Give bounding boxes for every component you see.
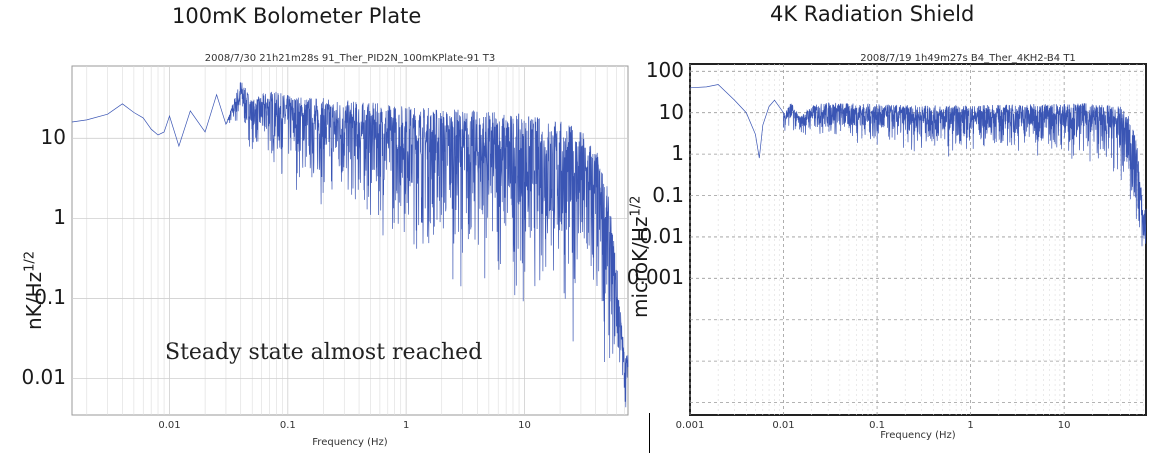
chart1-subtitle: 2008/7/30 21h21m28s 91_Ther_PID2N_100mKP… xyxy=(204,53,496,64)
chart2-xlabel: Frequency (Hz) xyxy=(880,430,956,441)
chart2-xtick-label: 0.1 xyxy=(869,420,886,431)
chart2-series-line xyxy=(689,84,1147,247)
chart1-series-line xyxy=(71,82,629,408)
chart2-ytick-label: 0.001 xyxy=(626,265,684,290)
chart1-ytick-label: 10 xyxy=(40,125,66,150)
chart2-xtick-label: 0.001 xyxy=(675,420,705,431)
divider-line xyxy=(649,413,650,453)
chart2-ytick-label: 1 xyxy=(671,141,684,166)
chart2-ytick-label: 0.1 xyxy=(652,182,684,207)
chart1-annotation: Steady state almost reached xyxy=(165,340,483,365)
chart2-title: 4K Radiation Shield xyxy=(770,2,975,26)
chart1-xtick-label: 1 xyxy=(402,420,410,431)
chart2-xtick-label: 10 xyxy=(1057,420,1071,431)
chart1-plot xyxy=(71,65,629,416)
chart2-ylabel: microK/Hz1/2 xyxy=(628,195,652,318)
chart2-subtitle: 2008/7/19 1h49m27s B4_Ther_4KH2-B4 T1 xyxy=(860,53,1076,64)
chart2-ytick-label: 100 xyxy=(645,58,684,83)
chart1-xtick-label: 0.1 xyxy=(279,420,296,431)
chart1-title: 100mK Bolometer Plate xyxy=(172,4,422,28)
chart2-xtick-label: 0.01 xyxy=(772,420,795,431)
chart2-ytick-label: 0.01 xyxy=(639,223,684,248)
chart1-xtick-label: 0.01 xyxy=(158,420,181,431)
chart1-xlabel: Frequency (Hz) xyxy=(312,437,388,448)
chart1-ytick-label: 0.1 xyxy=(34,285,66,310)
chart2-plot xyxy=(689,63,1147,416)
chart1-ytick-label: 1 xyxy=(53,205,66,230)
chart2-xtick-label: 1 xyxy=(967,420,974,431)
chart1-ytick-label: 0.01 xyxy=(21,365,66,390)
chart1-xtick-label: 10 xyxy=(518,420,531,431)
chart2-ytick-label: 10 xyxy=(658,99,684,124)
